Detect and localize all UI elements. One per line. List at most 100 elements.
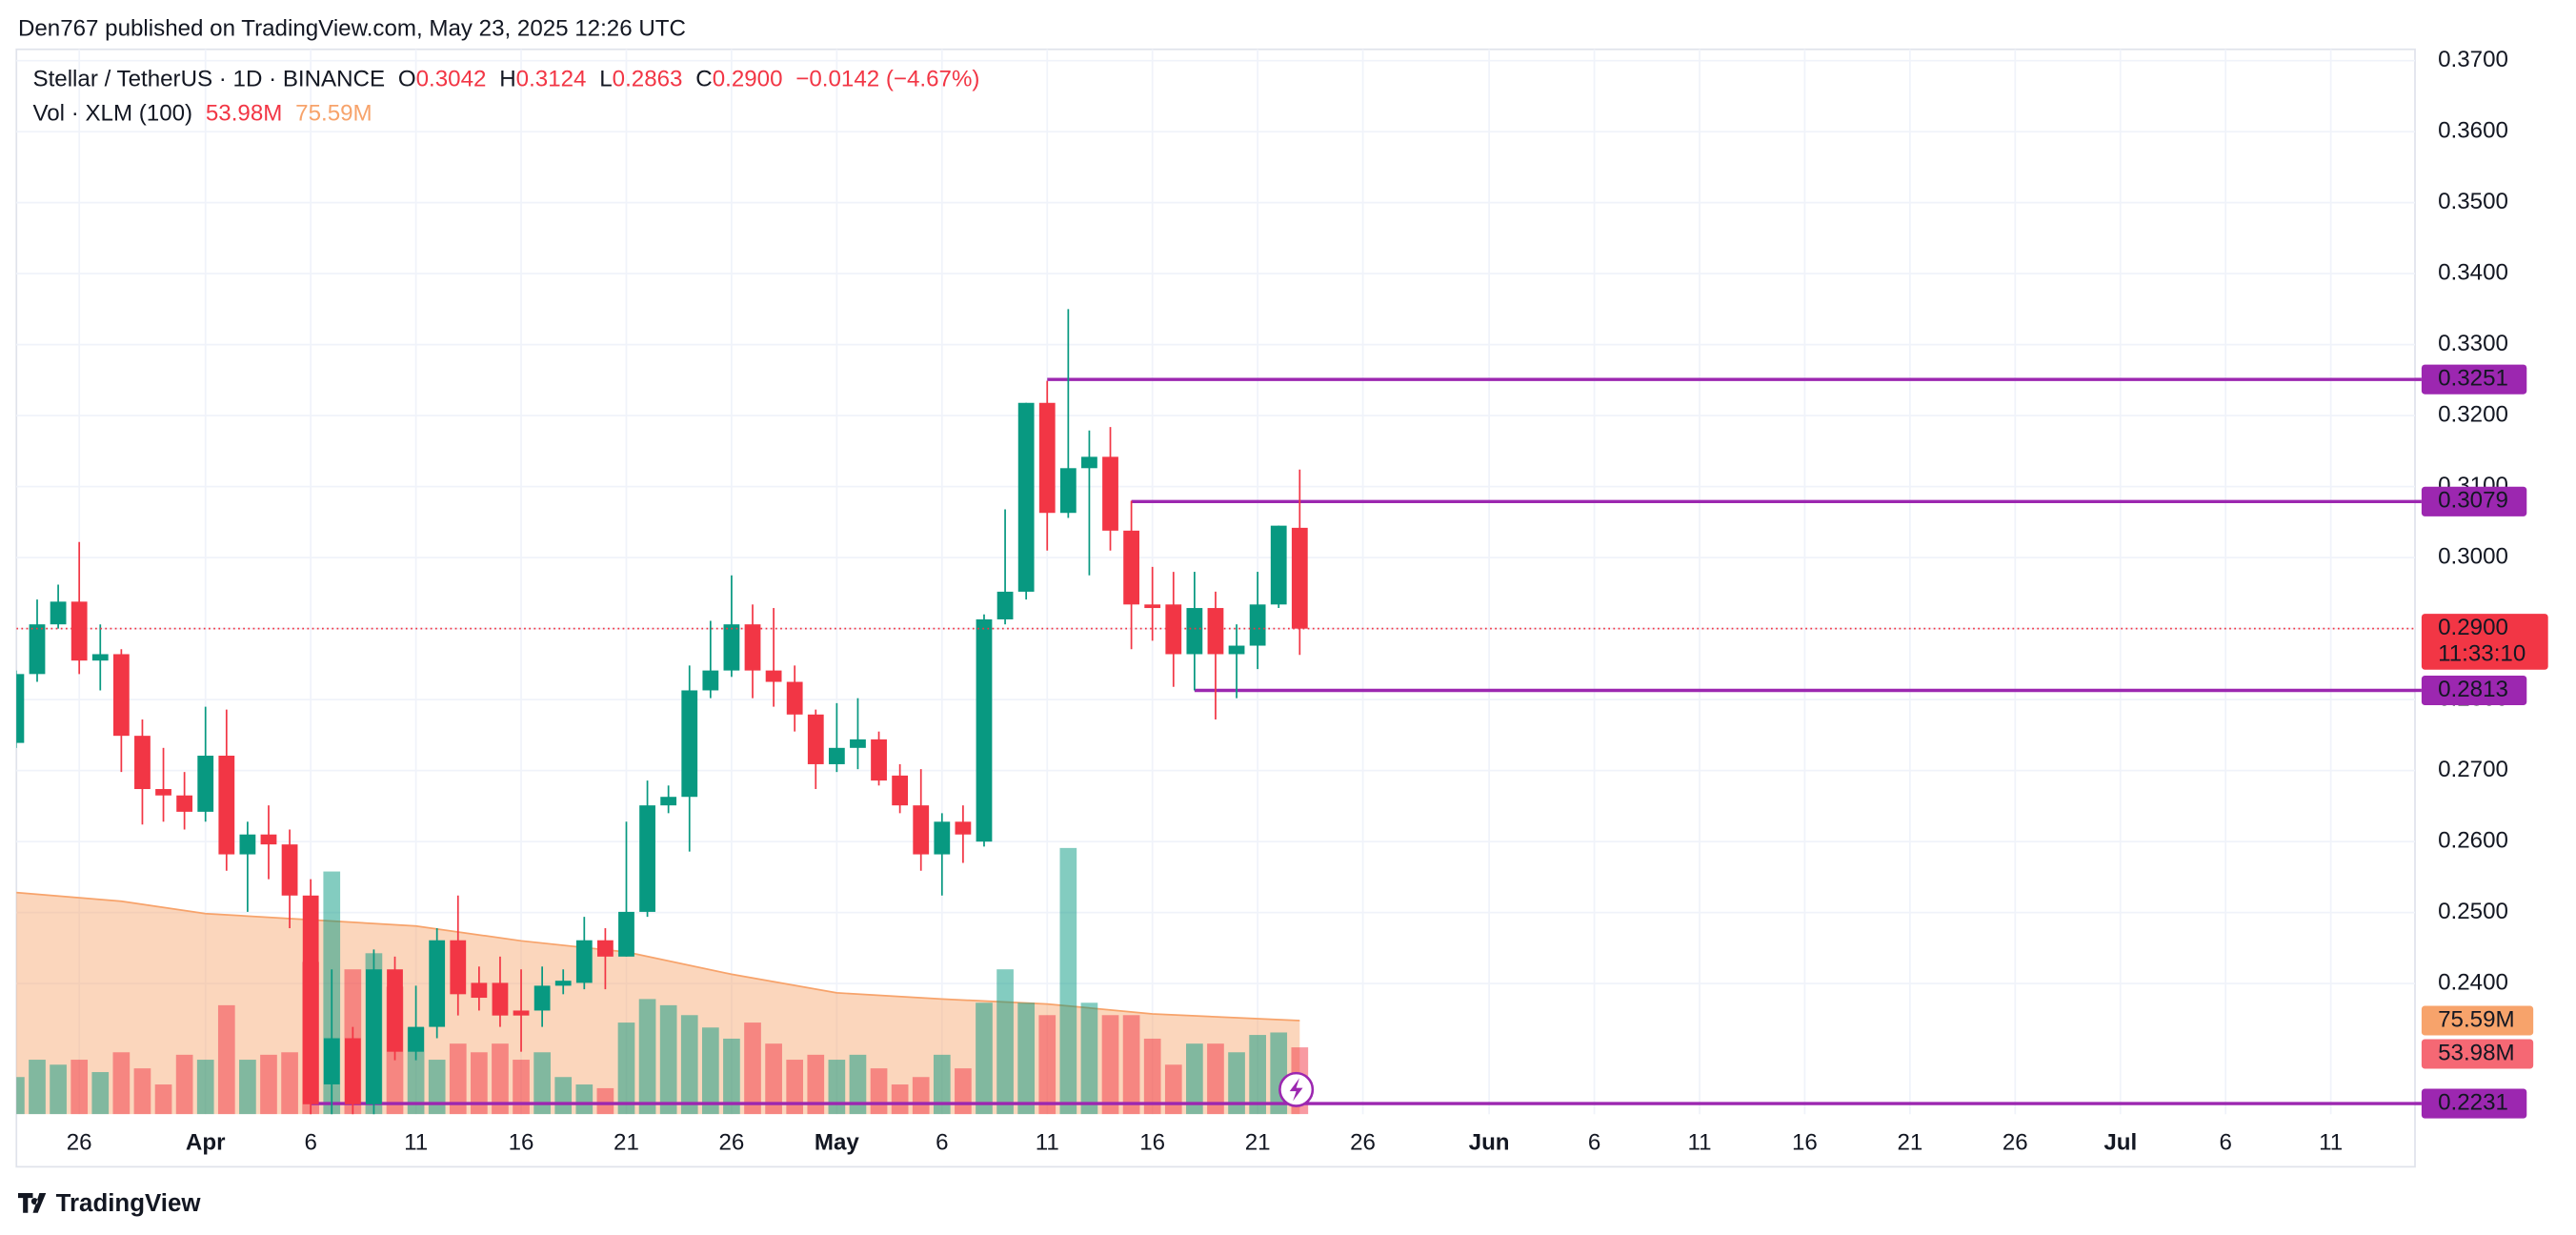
volume-bar bbox=[786, 1060, 804, 1115]
candle-body bbox=[155, 789, 171, 796]
candle-body bbox=[344, 1038, 361, 1104]
volume-bar bbox=[976, 1002, 993, 1115]
candle-body bbox=[996, 591, 1014, 619]
volume-ma-tag bbox=[2421, 1005, 2534, 1036]
candle-body bbox=[955, 821, 972, 835]
candle-body bbox=[575, 940, 593, 983]
volume-bar bbox=[533, 1052, 551, 1115]
ohlc-value: 0.3124 bbox=[516, 67, 587, 92]
volume-bar bbox=[217, 1004, 235, 1115]
volume-bar bbox=[870, 1068, 888, 1115]
x-tick-label: 11 bbox=[404, 1130, 428, 1156]
x-tick-label: 16 bbox=[1139, 1130, 1165, 1156]
candle-body bbox=[16, 674, 25, 743]
level-tag bbox=[2421, 486, 2527, 516]
candle-body bbox=[492, 982, 509, 1016]
candle-body bbox=[850, 739, 866, 748]
volume-bar bbox=[281, 1052, 298, 1115]
ohlc-value: 0.2863 bbox=[613, 67, 683, 92]
volume-bar bbox=[16, 1077, 25, 1115]
candle-body bbox=[513, 1010, 530, 1016]
x-tick-label: 11 bbox=[1036, 1130, 1059, 1156]
candle-body bbox=[1249, 604, 1266, 646]
candle-body bbox=[366, 969, 382, 1104]
volume-bar bbox=[912, 1077, 930, 1115]
candle-body bbox=[50, 601, 67, 625]
candle-body bbox=[302, 895, 319, 1104]
candle-body bbox=[70, 601, 88, 661]
candle-body bbox=[786, 681, 803, 715]
brand: TradingView bbox=[56, 1190, 202, 1217]
last-price-label: 0.2900 bbox=[2438, 615, 2508, 640]
candle-body bbox=[871, 739, 887, 781]
candle-body bbox=[408, 1026, 424, 1052]
candle-body bbox=[639, 805, 655, 912]
candle-body bbox=[744, 624, 761, 671]
volume-ma-value: 75.59M bbox=[295, 101, 372, 127]
candle-body bbox=[765, 670, 782, 682]
candle-body bbox=[618, 911, 634, 957]
candle-body bbox=[913, 805, 930, 855]
level-label: 0.2813 bbox=[2438, 677, 2508, 702]
candle-body bbox=[934, 821, 951, 855]
volume-legend: Vol · XLM (100) 53.98M 75.59M bbox=[32, 101, 372, 127]
candle-body bbox=[1270, 525, 1287, 605]
volume-bar bbox=[933, 1054, 951, 1115]
candle-body bbox=[1165, 604, 1182, 655]
candle-body bbox=[239, 834, 256, 855]
y-tick-label: 0.2700 bbox=[2438, 757, 2508, 782]
candle-body bbox=[29, 624, 46, 675]
candle-body bbox=[450, 940, 467, 995]
symbol: Stellar / TetherUS · 1D · BINANCE bbox=[32, 67, 385, 92]
candle-body bbox=[112, 654, 130, 737]
y-tick-label: 0.2500 bbox=[2438, 899, 2508, 924]
candle-body bbox=[429, 940, 446, 1027]
candle-body bbox=[134, 736, 151, 790]
x-tick-label: Apr bbox=[186, 1130, 226, 1156]
candle-body bbox=[1207, 608, 1224, 655]
volume-bar bbox=[765, 1043, 782, 1115]
volume-bar bbox=[91, 1072, 110, 1115]
volume-bar bbox=[1122, 1015, 1140, 1115]
volume-bar bbox=[617, 1022, 635, 1115]
ohlc-value: 0.2900 bbox=[713, 67, 783, 92]
volume-bar bbox=[680, 1015, 698, 1115]
volume-bar bbox=[449, 1043, 467, 1115]
volume-bar bbox=[723, 1038, 740, 1115]
candle-body bbox=[1123, 530, 1139, 605]
candle-body bbox=[218, 756, 235, 855]
y-tick-label: 0.3300 bbox=[2438, 331, 2508, 356]
y-tick-label: 0.3700 bbox=[2438, 47, 2508, 72]
volume-bar bbox=[50, 1064, 67, 1115]
ohlc-key: L bbox=[599, 67, 612, 92]
x-tick-label: 26 bbox=[719, 1130, 745, 1156]
x-tick-label: 26 bbox=[1350, 1130, 1376, 1156]
last-price-tag bbox=[2421, 614, 2548, 670]
ohlc-key: C bbox=[695, 67, 712, 92]
volume-value: 53.98M bbox=[206, 101, 282, 127]
volume-bar bbox=[175, 1054, 193, 1115]
candle-body bbox=[1102, 456, 1118, 531]
volume-bar bbox=[659, 1004, 677, 1115]
candle-body bbox=[197, 756, 214, 812]
y-tick-label: 0.2600 bbox=[2438, 828, 2508, 854]
candle-body bbox=[387, 969, 403, 1052]
volume-bar bbox=[575, 1084, 594, 1115]
candle-body bbox=[323, 1038, 340, 1084]
candle-body bbox=[1144, 604, 1161, 609]
volume-bar bbox=[239, 1060, 256, 1115]
level-label: 0.2231 bbox=[2438, 1089, 2508, 1115]
volume-bar bbox=[1228, 1052, 1245, 1115]
volume-bar bbox=[744, 1022, 761, 1115]
candle-body bbox=[828, 747, 845, 764]
candle-body bbox=[1038, 402, 1056, 514]
volume-bar bbox=[471, 1052, 488, 1115]
x-tick-label: 26 bbox=[2002, 1130, 2028, 1156]
candle-body bbox=[554, 981, 572, 986]
candle-body bbox=[260, 834, 277, 845]
flash-icon bbox=[1278, 1071, 1315, 1107]
volume-bar bbox=[1207, 1043, 1224, 1115]
x-tick-label: 6 bbox=[304, 1130, 316, 1156]
candle-body bbox=[807, 714, 824, 764]
